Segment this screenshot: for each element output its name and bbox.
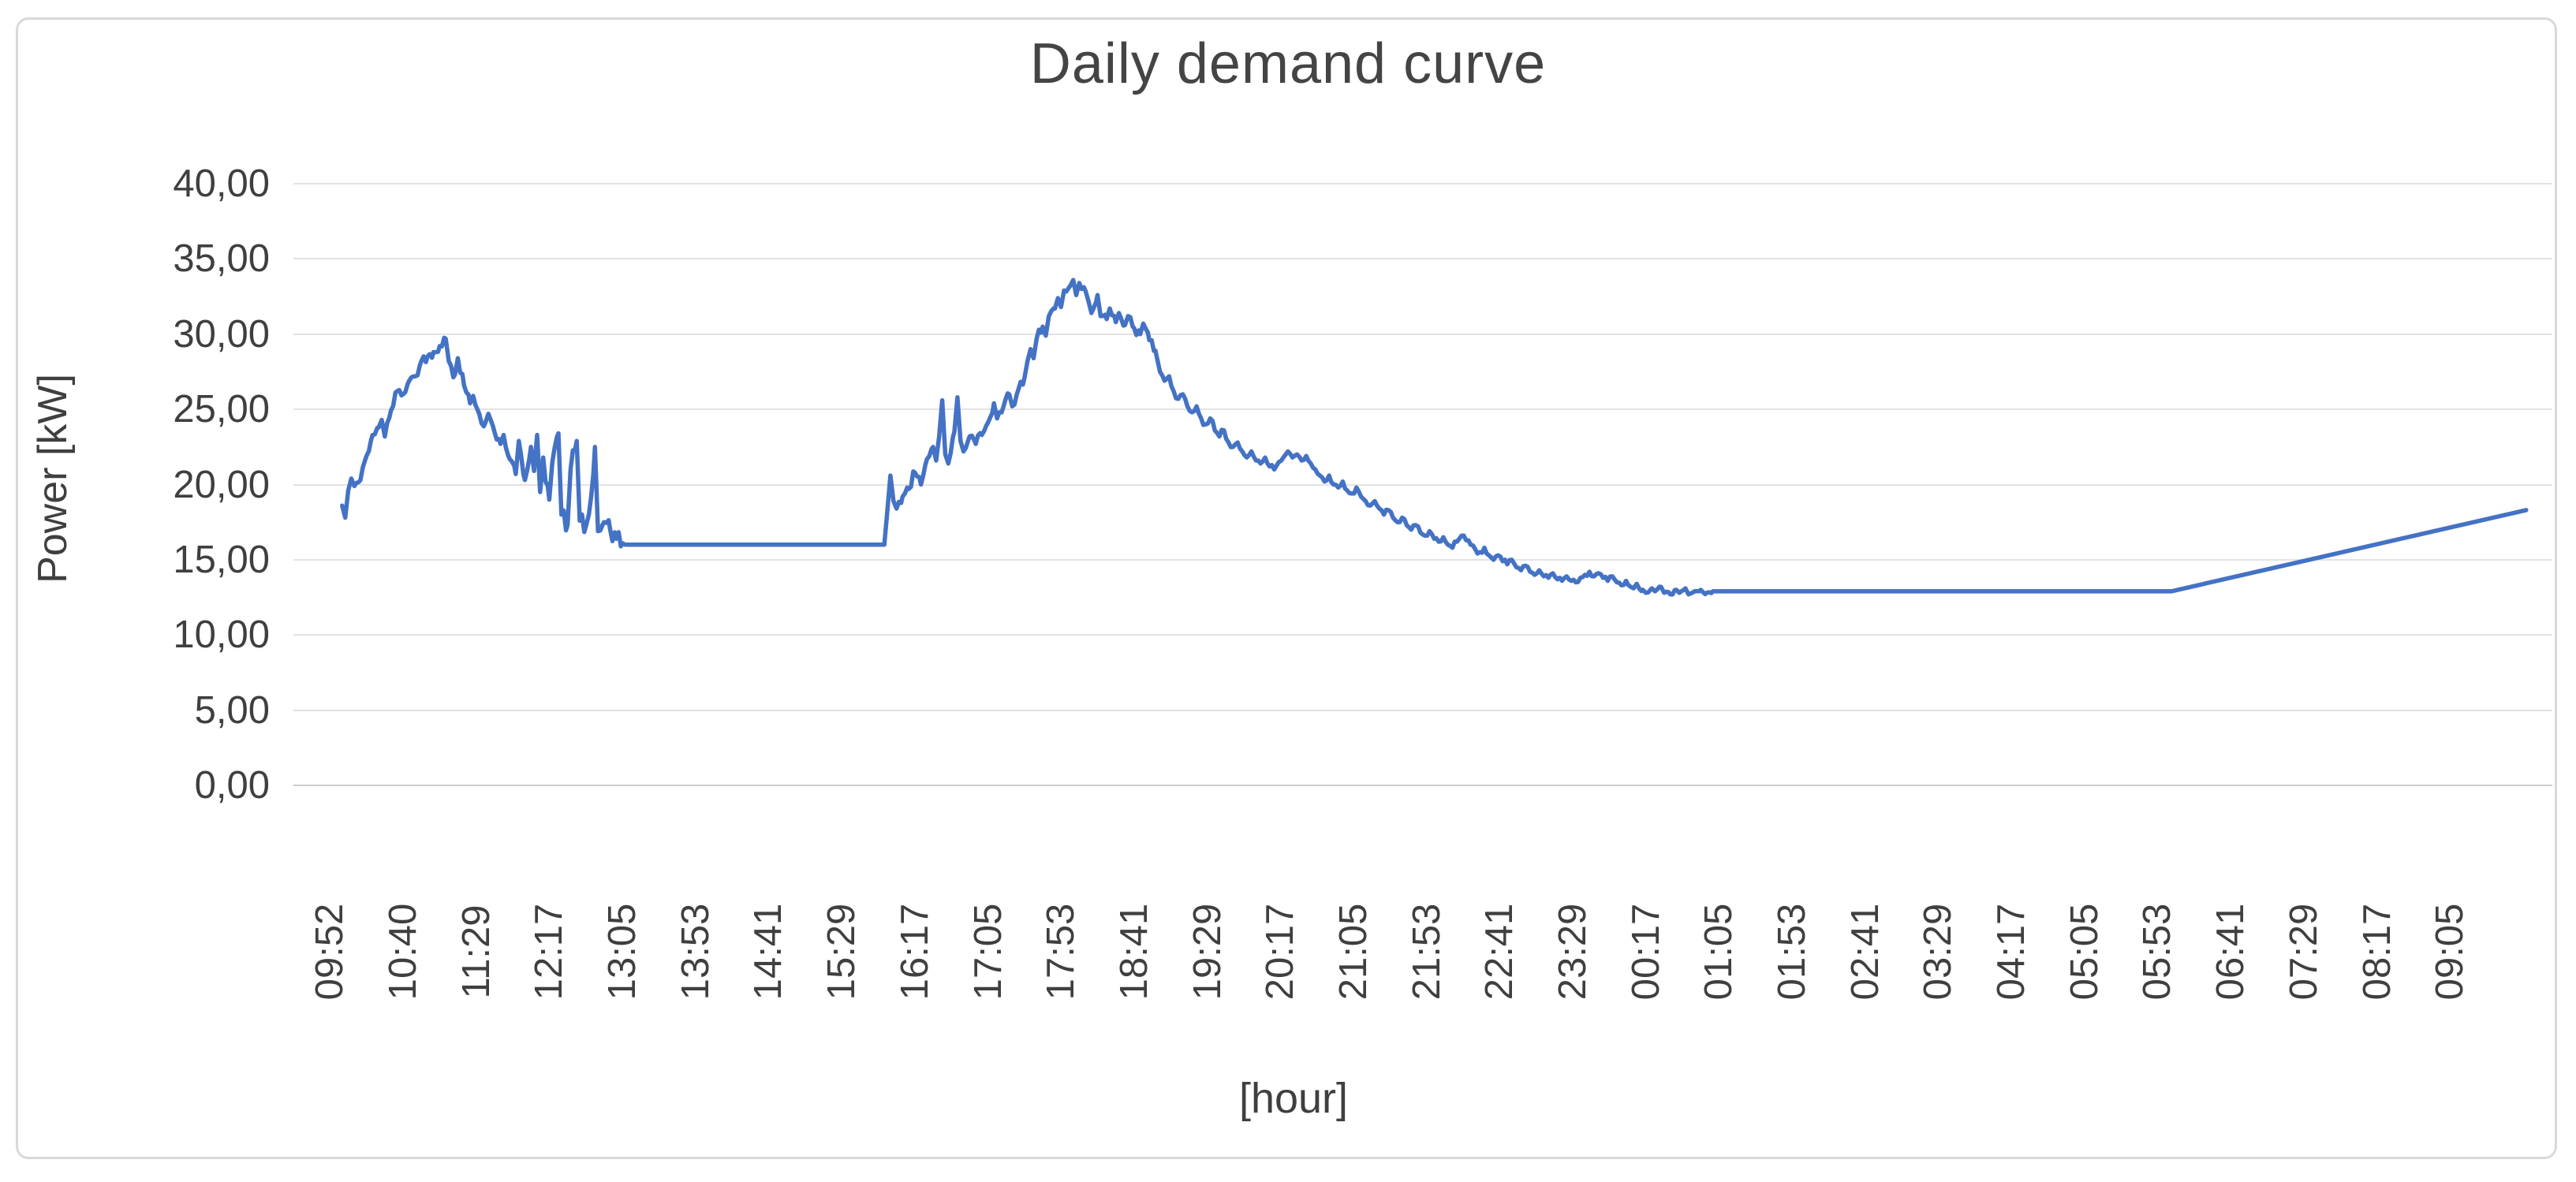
gridline: [293, 333, 2552, 335]
y-tick-label: 10,00: [173, 613, 270, 657]
chart-title: Daily demand curve: [1029, 32, 1547, 95]
y-tick-label: 20,00: [173, 463, 270, 506]
x-axis-title: [hour]: [1238, 1075, 1349, 1122]
gridline: [293, 183, 2552, 185]
gridline: [293, 709, 2552, 711]
y-tick-label: 30,00: [173, 312, 270, 356]
chart-frame: [16, 17, 2557, 1159]
y-tick-label: 40,00: [173, 162, 270, 205]
y-tick-label: 25,00: [173, 388, 270, 431]
gridline: [293, 408, 2552, 411]
y-tick-label: 15,00: [173, 538, 270, 581]
gridline: [293, 483, 2552, 486]
gridline: [293, 785, 2552, 786]
gridline: [293, 558, 2552, 561]
y-tick-label: 5,00: [194, 688, 270, 732]
y-tick-label: 0,00: [194, 764, 270, 807]
series-line: [340, 278, 2529, 597]
y-tick-label: 35,00: [173, 237, 270, 281]
gridline: [293, 258, 2552, 260]
gridline: [293, 634, 2552, 636]
